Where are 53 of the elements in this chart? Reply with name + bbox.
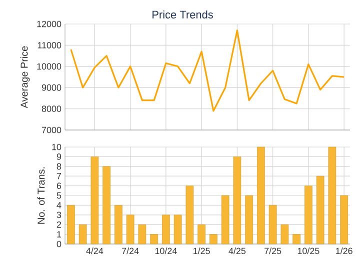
bar <box>138 224 146 244</box>
bar <box>67 205 75 244</box>
bar <box>328 146 336 244</box>
bar <box>114 205 122 244</box>
y-tick-label: 8 <box>56 163 62 170</box>
y-tick-label: 3 <box>56 212 62 218</box>
bar <box>78 224 87 244</box>
y-tick-label: 7 <box>56 173 62 180</box>
x-tick-label: 1/25 <box>194 248 210 254</box>
y-tick-label: 11000 <box>38 42 62 48</box>
x-tick-label: 4/24 <box>86 248 104 254</box>
x-tick-label: 4/25 <box>228 248 246 254</box>
y-tick-label: 4 <box>56 202 62 208</box>
y-axis-title: Average Price <box>20 46 30 108</box>
x-tick-label: 10/25 <box>298 248 320 254</box>
y-tick-label: 10000 <box>37 63 62 70</box>
y-tick-label: 9 <box>56 154 62 160</box>
y-tick-label: 7000 <box>42 126 62 134</box>
x-tick-label: 7/24 <box>122 248 139 254</box>
y-tick-label: 10 <box>52 144 62 150</box>
bar <box>102 166 110 244</box>
bar <box>340 195 348 244</box>
x-tick-label: 1/26 <box>336 248 352 254</box>
bar <box>233 156 242 244</box>
bar <box>257 146 265 244</box>
y-tick-label: 12000 <box>37 20 62 28</box>
y-tick-label: 1 <box>57 231 62 238</box>
bar <box>174 214 182 244</box>
line-series <box>70 30 345 112</box>
y-axis-title: No. of Trans. <box>37 167 45 224</box>
bar <box>304 186 312 244</box>
y-tick-label: 6 <box>56 182 62 189</box>
bar <box>198 224 206 244</box>
y-tick-label: 0 <box>56 240 62 248</box>
bar <box>245 195 253 244</box>
bar <box>210 234 218 244</box>
bar <box>90 156 99 244</box>
bar <box>292 234 300 244</box>
chart-title: Price Trends <box>152 10 213 18</box>
y-tick-label: 9000 <box>42 84 62 91</box>
bar <box>150 234 158 244</box>
bar <box>280 224 289 244</box>
bar <box>221 195 230 244</box>
y-tick-label: 8000 <box>42 106 62 112</box>
bar <box>162 214 170 244</box>
y-tick-label: 5 <box>56 192 62 199</box>
bar <box>268 205 277 244</box>
y-tick-label: 2 <box>56 221 62 228</box>
x-tick-label: 10/24 <box>155 248 177 254</box>
bar <box>186 186 194 244</box>
x-tick-label: 7/25 <box>264 248 282 254</box>
bar <box>126 214 134 244</box>
bar <box>316 176 324 244</box>
